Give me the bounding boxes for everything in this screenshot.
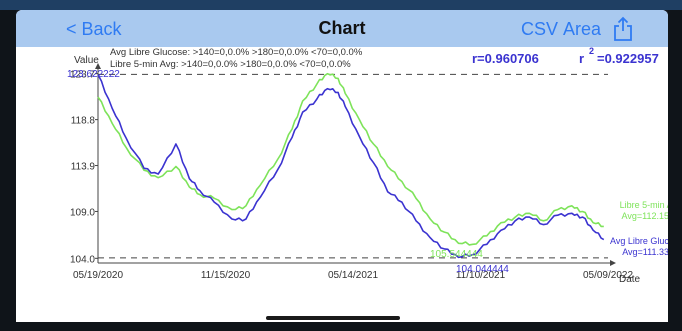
y-tick-label: 123.7 <box>70 70 95 81</box>
r-value: r=0.960706 <box>472 51 539 66</box>
navigation-bar: < Back Chart CSV Area <box>16 10 668 47</box>
y-axis-arrow <box>95 63 101 69</box>
libre-glucose-avg-line1: Avg Libre Glucos <box>610 236 668 246</box>
device-top-bar <box>0 0 682 10</box>
libre-5min-avg-line1: Libre 5-min Avg <box>620 200 668 210</box>
start-value-label: 123.622222 <box>67 69 120 80</box>
x-axis-arrow <box>610 260 616 266</box>
libre-glucose-avg-line2: Avg=111.33 <box>622 247 668 257</box>
share-icon[interactable] <box>612 16 634 42</box>
device-bezel-left <box>0 10 16 331</box>
libre-5-min-avg-series-line <box>97 72 604 246</box>
device-bezel-right <box>668 10 682 331</box>
x-tick-label: 11/15/2020 <box>201 270 251 281</box>
area-button[interactable]: Area <box>563 19 602 39</box>
avg-libre-glucose-series-line <box>97 74 605 259</box>
x-tick-label: 05/19/2020 <box>73 270 123 281</box>
libre-5min-avg-line2: Avg=112.15 <box>622 211 668 221</box>
app-screen: < Back Chart CSV Area 123.7 118.8 113.9 109… <box>16 10 668 322</box>
libre-5min-stats: Libre 5-min Avg: >140=0,0.0% >180=0,0.0%… <box>110 59 351 70</box>
device-bezel-bottom <box>0 322 682 331</box>
line-chart: 123.7 118.8 113.9 109.0 104.0 05/19/2020 11/15… <box>67 46 668 285</box>
x-axis-title: Date <box>619 274 641 285</box>
libre-glucose-stats: Avg Libre Glucose: >140=0,0.0% >180=0,0.… <box>110 47 363 58</box>
y-tick-label: 104.0 <box>70 254 95 265</box>
x-tick-label: 11/10/2021 <box>456 270 506 281</box>
r-squared-exponent: 2 <box>589 46 594 56</box>
min-5min-label: 105.544444 <box>430 249 483 260</box>
r-squared-base: r <box>579 51 584 66</box>
home-indicator[interactable] <box>266 316 400 320</box>
x-tick-label: 05/09/2022 <box>583 270 633 281</box>
y-tick-label: 113.9 <box>71 162 96 173</box>
csv-button[interactable]: CSV <box>521 19 559 39</box>
y-tick-label: 109.0 <box>70 207 95 218</box>
r-squared-value: =0.922957 <box>597 51 659 66</box>
y-axis-title: Value <box>74 55 99 66</box>
min-libre-glucose-label: 104.044444 <box>456 264 509 275</box>
back-button[interactable]: < Back <box>66 19 122 39</box>
page-title: Chart <box>318 18 366 38</box>
y-tick-label: 118.8 <box>71 116 96 127</box>
x-tick-label: 05/14/2021 <box>328 270 378 281</box>
